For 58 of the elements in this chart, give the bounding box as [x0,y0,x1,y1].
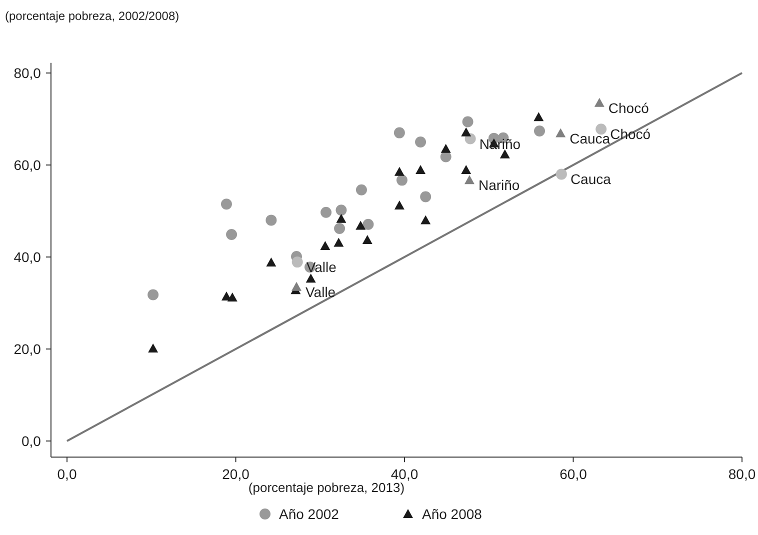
x-tick-label: 80,0 [728,466,756,482]
point [266,214,277,226]
point [220,198,232,210]
point [394,127,405,138]
annotation: Cauca [570,130,610,146]
y-tick-label: 80,0 [14,65,42,81]
point [306,274,316,283]
point [148,289,159,300]
point [292,282,302,291]
point [336,214,346,223]
point [362,234,372,244]
point [534,125,545,136]
annotation: Chocó [608,100,650,116]
point [356,184,367,196]
x-axis-title: (porcentaje pobreza, 2013) [248,480,405,495]
x-tick-label: 20,0 [222,466,250,482]
point [336,204,347,216]
legend-label: Año 2002 [279,506,340,522]
point [226,228,238,240]
point [420,215,431,224]
x-tick-label: 40,0 [390,466,418,482]
point [556,168,567,180]
point [440,144,451,153]
annotation: Cauca [570,171,612,188]
point [362,218,374,230]
point [292,256,303,268]
annotation: Nariño [478,177,520,194]
point [556,128,566,138]
point [320,240,330,250]
y-tick-label: 60,0 [14,157,42,173]
point [396,174,408,186]
point [464,175,474,184]
point [416,165,426,174]
point [227,292,238,302]
point [394,166,404,176]
point [334,222,346,234]
point [420,191,432,202]
x-tick-label: 0,0 [57,466,77,482]
point [394,200,404,210]
y-tick-label: 40,0 [14,249,42,265]
point [320,206,332,218]
point [148,344,158,353]
point [266,258,276,267]
x-tick-label: 60,0 [560,466,588,482]
y-axis-title: (porcentaje pobreza, 2002/2008) [5,9,180,23]
y-tick-label: 0,0 [22,433,42,449]
point [461,127,472,136]
annotation: Valle [306,284,336,300]
legend-label: Año 2008 [422,506,482,522]
point [462,116,474,128]
annotation: Valle [306,259,337,276]
y-tick-label: 20,0 [14,341,42,357]
point [356,220,366,230]
point [534,112,544,122]
point [334,238,344,247]
point [594,98,604,107]
point [461,165,472,174]
point [415,136,426,148]
